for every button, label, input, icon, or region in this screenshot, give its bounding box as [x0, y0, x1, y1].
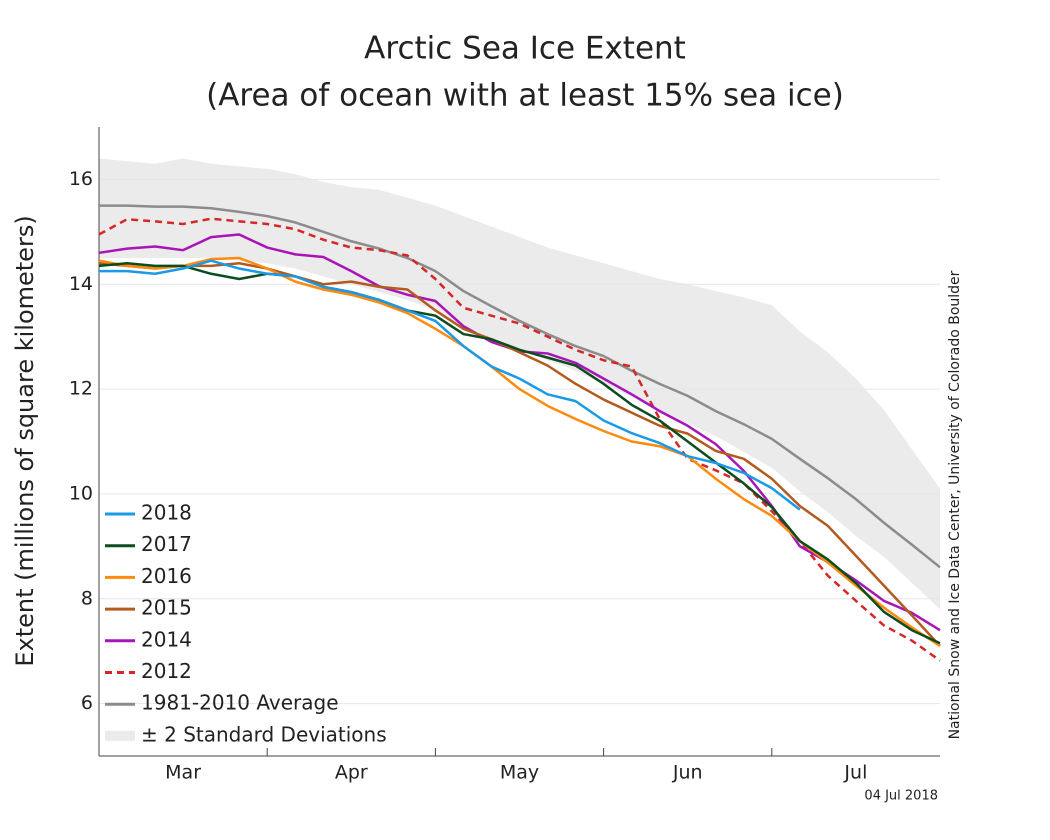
y-tick-label: 10 [69, 482, 93, 504]
std-band [99, 158, 940, 610]
x-tick-label: Jun [672, 762, 703, 784]
series-line [99, 204, 941, 569]
series-line [98, 262, 941, 645]
x-tick-label: Mar [165, 762, 201, 784]
legend-label: 2014 [141, 627, 192, 651]
y-tick-label: 6 [81, 692, 93, 714]
x-tick-label: Jul [843, 762, 867, 784]
legend-label: 2016 [141, 564, 192, 588]
series-line [99, 259, 801, 511]
chart-title: Arctic Sea Ice Extent [364, 31, 686, 67]
x-tick-label: Apr [335, 762, 368, 784]
y-tick-label: 16 [69, 168, 93, 190]
date-stamp: 04 Jul 2018 [864, 789, 938, 804]
y-tick-label: 14 [69, 273, 93, 295]
chart-subtitle: (Area of ocean with at least 15% sea ice… [206, 78, 844, 114]
y-tick-label: 12 [69, 378, 93, 400]
legend-swatch [105, 730, 135, 741]
legend-label: ± 2 Standard Deviations [141, 722, 387, 746]
legend-label: 2017 [141, 532, 192, 556]
legend-label: 2018 [141, 501, 192, 525]
legend-label: 2012 [141, 659, 192, 683]
y-tick-label: 8 [81, 587, 93, 609]
x-tick-label: May [500, 762, 539, 784]
credit: National Snow and Ice Data Center, Unive… [947, 270, 963, 739]
legend-label: 2015 [141, 596, 192, 620]
legend-label: 1981-2010 Average [141, 691, 339, 715]
y-axis-label: Extent (millions of square kilometers) [11, 215, 39, 666]
series-line [98, 262, 941, 647]
